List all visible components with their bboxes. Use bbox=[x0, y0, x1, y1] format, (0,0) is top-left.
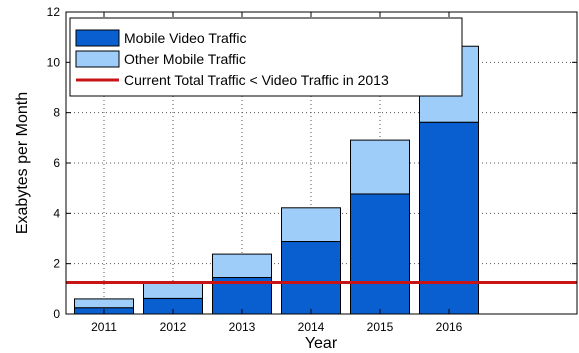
legend: Mobile Video Traffic Other Mobile Traffic… bbox=[69, 17, 463, 97]
bar-mobile-video-2016 bbox=[419, 121, 479, 315]
y-tick-label: 0 bbox=[53, 307, 60, 321]
y-tick-label: 2 bbox=[53, 257, 60, 271]
y-tick-label: 6 bbox=[53, 156, 60, 170]
legend-item-other-mobile-swatch bbox=[75, 50, 120, 68]
bar-other-mobile-2015 bbox=[350, 139, 410, 195]
legend-item-mobile-video-label: Mobile Video Traffic bbox=[124, 30, 246, 46]
bar-mobile-video-2015 bbox=[350, 193, 410, 315]
x-tick-label: 2013 bbox=[229, 320, 256, 334]
bar-other-mobile-2014 bbox=[281, 207, 341, 243]
x-tick-label: 2015 bbox=[367, 320, 394, 334]
bar-mobile-video-2014 bbox=[281, 241, 341, 315]
legend-item-mobile-video-swatch bbox=[75, 29, 120, 47]
x-axis-label: Year bbox=[305, 335, 338, 352]
y-tick-label: 12 bbox=[47, 5, 61, 19]
bar-other-mobile-2012 bbox=[143, 282, 203, 299]
y-axis-ticks: 0 2 4 6 8 10 12 bbox=[47, 5, 577, 321]
y-tick-label: 10 bbox=[47, 55, 61, 69]
legend-item-reference-line-label: Current Total Traffic < Video Traffic in… bbox=[124, 72, 389, 88]
y-tick-label: 8 bbox=[53, 106, 60, 120]
legend-box bbox=[69, 17, 463, 97]
x-tick-label: 2014 bbox=[298, 320, 325, 334]
y-axis-label: Exabytes per Month bbox=[14, 92, 31, 234]
x-tick-label: 2011 bbox=[91, 320, 117, 334]
x-tick-label: 2012 bbox=[160, 320, 187, 334]
bar-other-mobile-2011 bbox=[74, 298, 134, 309]
y-tick-label: 4 bbox=[53, 206, 60, 220]
bar-other-mobile-2013 bbox=[212, 253, 272, 279]
legend-item-other-mobile-label: Other Mobile Traffic bbox=[124, 51, 246, 67]
x-axis-ticks: 2011 2012 2013 2014 2015 2016 bbox=[91, 12, 463, 334]
x-tick-label: 2016 bbox=[436, 320, 463, 334]
